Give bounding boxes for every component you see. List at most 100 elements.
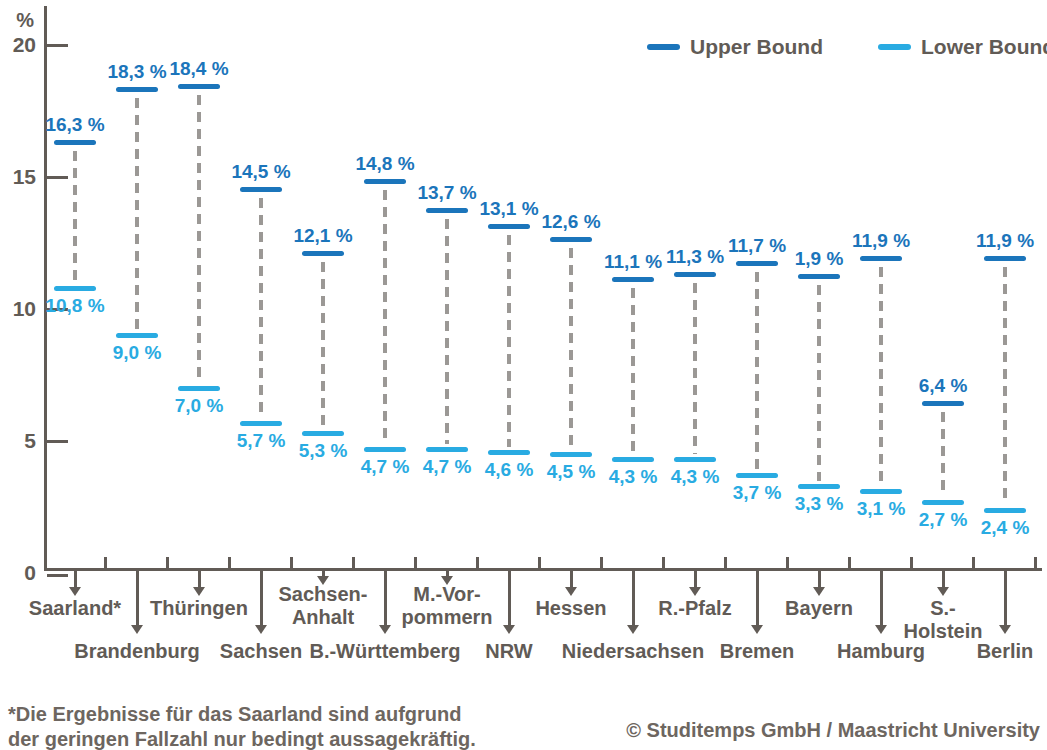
lower-bound-value: 3,1 % bbox=[857, 498, 906, 520]
lower-bound-value: 2,7 % bbox=[919, 509, 968, 531]
x-category-label: Brandenburg bbox=[74, 640, 200, 663]
lower-bound-value: 4,7 % bbox=[361, 456, 410, 478]
upper-bound-bar bbox=[364, 179, 406, 184]
x-axis-boundary-tick bbox=[476, 557, 479, 571]
x-category-label: B.-Württemberg bbox=[309, 640, 460, 663]
upper-bound-bar bbox=[612, 277, 654, 282]
lower-bound-value: 10,8 % bbox=[45, 295, 104, 317]
lower-bound-value: 7,0 % bbox=[175, 395, 224, 417]
category-arrow-head bbox=[565, 587, 577, 596]
upper-bound-value: 16,3 % bbox=[45, 114, 104, 136]
lower-bound-bar bbox=[550, 452, 592, 457]
x-axis-boundary-tick bbox=[972, 557, 975, 571]
range-connector bbox=[73, 151, 77, 283]
copyright-credit: © Studitemps GmbH / Maastricht Universit… bbox=[626, 719, 1040, 742]
x-axis-boundary-tick bbox=[538, 557, 541, 571]
upper-bound-value: 6,4 % bbox=[919, 375, 968, 397]
category-arrow-shaft bbox=[74, 571, 77, 587]
x-category-label: Hamburg bbox=[837, 640, 925, 663]
category-arrow-shaft bbox=[632, 571, 635, 625]
upper-bound-bar bbox=[302, 251, 344, 256]
y-axis-line bbox=[44, 6, 47, 571]
range-connector bbox=[383, 190, 387, 444]
x-axis-boundary-tick bbox=[600, 557, 603, 571]
category-arrow-head bbox=[69, 587, 81, 596]
y-tick-label: 0 bbox=[0, 560, 36, 586]
category-arrow-shaft bbox=[570, 571, 573, 587]
x-category-label: M.-Vor- pommern bbox=[401, 583, 492, 629]
upper-bound-bar bbox=[240, 187, 282, 192]
x-axis-boundary-tick bbox=[290, 557, 293, 571]
lower-bound-value: 4,5 % bbox=[547, 461, 596, 483]
footnote-line-2: der geringen Fallzahl nur bedingt aussag… bbox=[8, 727, 476, 750]
lower-bound-bar bbox=[984, 508, 1026, 513]
category-arrow-head bbox=[813, 587, 825, 596]
upper-bound-value: 13,7 % bbox=[417, 182, 476, 204]
y-axis-tick bbox=[47, 440, 68, 443]
lower-bound-bar bbox=[426, 447, 468, 452]
upper-bound-bar bbox=[798, 274, 840, 279]
x-category-label: NRW bbox=[485, 640, 532, 663]
upper-bound-line-swatch bbox=[647, 44, 680, 50]
range-connector bbox=[879, 267, 883, 486]
x-axis-boundary-tick bbox=[1034, 557, 1037, 571]
category-arrow-shaft bbox=[1004, 571, 1007, 625]
category-arrow-head bbox=[255, 625, 267, 634]
footnote-line-1: *Die Ergebnisse für das Saarland sind au… bbox=[8, 702, 476, 727]
x-category-label: Bayern bbox=[785, 597, 853, 620]
lower-bound-bar bbox=[736, 473, 778, 478]
upper-bound-value: 11,9 % bbox=[852, 230, 910, 252]
x-axis-boundary-tick bbox=[352, 557, 355, 571]
upper-bound-bar bbox=[178, 84, 220, 89]
upper-bound-value: 13,1 % bbox=[479, 198, 538, 220]
x-axis-line bbox=[44, 568, 1042, 571]
legend-item-upper-bound: Upper Bound bbox=[647, 35, 823, 59]
x-axis-boundary-tick bbox=[786, 557, 789, 571]
range-connector bbox=[135, 98, 139, 331]
category-arrow-head bbox=[937, 587, 949, 596]
legend-label-lower-bound: Lower Bound bbox=[921, 35, 1047, 59]
category-arrow-head bbox=[379, 625, 391, 634]
upper-bound-bar bbox=[860, 256, 902, 261]
range-connector bbox=[259, 198, 263, 417]
range-connector bbox=[755, 272, 759, 470]
y-axis-tick bbox=[47, 574, 68, 577]
upper-bound-value: 18,4 % bbox=[169, 58, 228, 80]
range-connector bbox=[693, 283, 697, 455]
upper-bound-bar bbox=[54, 140, 96, 145]
y-tick-label: 10 bbox=[0, 296, 36, 322]
range-connector bbox=[631, 288, 635, 455]
y-tick-label: 20 bbox=[0, 32, 36, 58]
y-axis-unit-label: % bbox=[0, 9, 34, 32]
bounds-range-chart: % 0510152016,3 %10,8 %Saarland*18,3 %9,0… bbox=[0, 0, 1047, 750]
category-arrow-head bbox=[503, 625, 515, 634]
lower-bound-bar bbox=[922, 500, 964, 505]
upper-bound-value: 11,1 % bbox=[604, 251, 662, 273]
x-axis-boundary-tick bbox=[848, 557, 851, 571]
y-tick-label: 15 bbox=[0, 164, 36, 190]
y-tick-label: 5 bbox=[0, 428, 36, 454]
range-connector bbox=[445, 219, 449, 444]
category-arrow-head bbox=[193, 587, 205, 596]
upper-bound-value: 14,5 % bbox=[231, 161, 290, 183]
category-arrow-head bbox=[751, 625, 763, 634]
x-axis-boundary-tick bbox=[662, 557, 665, 571]
upper-bound-bar bbox=[922, 401, 964, 406]
y-axis-tick bbox=[47, 176, 68, 179]
lower-bound-value: 4,7 % bbox=[423, 456, 472, 478]
x-axis-boundary-tick bbox=[228, 557, 231, 571]
legend-item-lower-bound: Lower Bound bbox=[878, 35, 1047, 59]
lower-bound-bar bbox=[302, 431, 344, 436]
x-category-label: Sachsen- Anhalt bbox=[279, 583, 368, 629]
category-arrow-shaft bbox=[818, 571, 821, 587]
category-arrow-head bbox=[999, 625, 1011, 634]
range-connector bbox=[569, 248, 573, 449]
category-arrow-head bbox=[131, 625, 143, 634]
x-category-label: Hessen bbox=[535, 597, 606, 620]
upper-bound-value: 11,3 % bbox=[666, 246, 724, 268]
lower-bound-bar bbox=[488, 450, 530, 455]
category-arrow-shaft bbox=[880, 571, 883, 625]
lower-bound-bar bbox=[674, 457, 716, 462]
lower-bound-value: 9,0 % bbox=[113, 342, 162, 364]
lower-bound-value: 3,3 % bbox=[795, 493, 844, 515]
